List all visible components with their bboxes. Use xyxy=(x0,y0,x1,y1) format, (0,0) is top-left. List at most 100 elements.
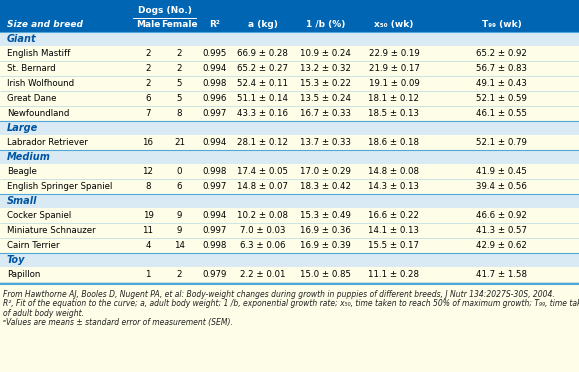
Text: 2: 2 xyxy=(177,64,182,73)
Text: English Mastiff: English Mastiff xyxy=(7,49,70,58)
Text: 49.1 ± 0.43: 49.1 ± 0.43 xyxy=(476,79,527,88)
Text: English Springer Spaniel: English Springer Spaniel xyxy=(7,182,112,191)
Text: 16.6 ± 0.22: 16.6 ± 0.22 xyxy=(368,211,420,220)
Text: R²: R² xyxy=(210,20,221,29)
Bar xyxy=(0,253,579,267)
Text: Beagle: Beagle xyxy=(7,167,37,176)
Text: Labrador Retriever: Labrador Retriever xyxy=(7,138,88,147)
Bar xyxy=(0,267,579,282)
Text: Cocker Spaniel: Cocker Spaniel xyxy=(7,211,71,220)
Text: 17.4 ± 0.05: 17.4 ± 0.05 xyxy=(237,167,288,176)
Text: 43.3 ± 0.16: 43.3 ± 0.16 xyxy=(237,109,288,118)
Text: 52.1 ± 0.59: 52.1 ± 0.59 xyxy=(476,94,527,103)
Text: 11: 11 xyxy=(142,226,153,235)
Text: 17.0 ± 0.29: 17.0 ± 0.29 xyxy=(300,167,351,176)
Text: 18.1 ± 0.12: 18.1 ± 0.12 xyxy=(368,94,420,103)
Bar xyxy=(0,179,579,194)
Text: 19: 19 xyxy=(142,211,153,220)
Text: 14.8 ± 0.07: 14.8 ± 0.07 xyxy=(237,182,288,191)
Text: 5: 5 xyxy=(177,94,182,103)
Text: a (kg): a (kg) xyxy=(248,20,277,29)
Text: Male: Male xyxy=(136,20,160,29)
Text: x₅₀ (wk): x₅₀ (wk) xyxy=(374,20,413,29)
Bar xyxy=(0,238,579,253)
Bar xyxy=(0,194,579,208)
Text: 1 /b (%): 1 /b (%) xyxy=(306,20,345,29)
Text: St. Bernard: St. Bernard xyxy=(7,64,56,73)
Text: 9: 9 xyxy=(177,211,182,220)
Bar xyxy=(0,61,579,76)
Text: 8: 8 xyxy=(145,182,151,191)
Text: Size and breed: Size and breed xyxy=(7,20,83,29)
Text: 0: 0 xyxy=(177,167,182,176)
Text: of adult body weight.: of adult body weight. xyxy=(3,309,84,318)
Text: 8: 8 xyxy=(177,109,182,118)
Bar xyxy=(0,32,579,46)
Text: 7.0 ± 0.03: 7.0 ± 0.03 xyxy=(240,226,285,235)
Text: T₉₉ (wk): T₉₉ (wk) xyxy=(482,20,521,29)
Bar xyxy=(0,150,579,164)
Text: Toy: Toy xyxy=(7,255,25,265)
Text: ᵃValues are means ± standard error of measurement (SEM).: ᵃValues are means ± standard error of me… xyxy=(3,318,233,327)
Text: Great Dane: Great Dane xyxy=(7,94,57,103)
Text: 0.996: 0.996 xyxy=(203,94,227,103)
Text: 46.6 ± 0.92: 46.6 ± 0.92 xyxy=(476,211,527,220)
Text: From Hawthorne AJ, Booles D, Nugent PA, et al: Body-weight changes during growth: From Hawthorne AJ, Booles D, Nugent PA, … xyxy=(3,290,555,299)
Text: 52.4 ± 0.11: 52.4 ± 0.11 xyxy=(237,79,288,88)
Bar xyxy=(0,135,579,150)
Text: 0.997: 0.997 xyxy=(203,109,227,118)
Text: 16.9 ± 0.36: 16.9 ± 0.36 xyxy=(300,226,351,235)
Text: 56.7 ± 0.83: 56.7 ± 0.83 xyxy=(476,64,527,73)
Bar xyxy=(0,0,579,32)
Text: Small: Small xyxy=(7,196,38,206)
Text: 41.9 ± 0.45: 41.9 ± 0.45 xyxy=(476,167,527,176)
Text: 15.0 ± 0.85: 15.0 ± 0.85 xyxy=(300,270,351,279)
Text: 2: 2 xyxy=(145,64,151,73)
Text: 65.2 ± 0.92: 65.2 ± 0.92 xyxy=(476,49,527,58)
Text: 0.998: 0.998 xyxy=(203,79,227,88)
Text: 0.994: 0.994 xyxy=(203,211,227,220)
Text: Female: Female xyxy=(161,20,198,29)
Text: 0.994: 0.994 xyxy=(203,64,227,73)
Text: 0.997: 0.997 xyxy=(203,226,227,235)
Bar xyxy=(0,121,579,135)
Text: 28.1 ± 0.12: 28.1 ± 0.12 xyxy=(237,138,288,147)
Text: Dogs (No.): Dogs (No.) xyxy=(138,6,192,15)
Text: 0.995: 0.995 xyxy=(203,49,227,58)
Text: 15.3 ± 0.49: 15.3 ± 0.49 xyxy=(300,211,351,220)
Text: 39.4 ± 0.56: 39.4 ± 0.56 xyxy=(476,182,527,191)
Text: 46.1 ± 0.55: 46.1 ± 0.55 xyxy=(476,109,527,118)
Text: Giant: Giant xyxy=(7,34,36,44)
Text: 18.3 ± 0.42: 18.3 ± 0.42 xyxy=(300,182,351,191)
Text: 2: 2 xyxy=(145,49,151,58)
Bar xyxy=(0,223,579,238)
Text: 10.9 ± 0.24: 10.9 ± 0.24 xyxy=(300,49,351,58)
Text: 6: 6 xyxy=(145,94,151,103)
Text: 0.979: 0.979 xyxy=(203,270,227,279)
Text: 15.3 ± 0.22: 15.3 ± 0.22 xyxy=(300,79,351,88)
Text: 10.2 ± 0.08: 10.2 ± 0.08 xyxy=(237,211,288,220)
Text: Medium: Medium xyxy=(7,152,51,162)
Text: 22.9 ± 0.19: 22.9 ± 0.19 xyxy=(369,49,419,58)
Text: 51.1 ± 0.14: 51.1 ± 0.14 xyxy=(237,94,288,103)
Text: 21.9 ± 0.17: 21.9 ± 0.17 xyxy=(369,64,419,73)
Text: 14.3 ± 0.13: 14.3 ± 0.13 xyxy=(368,182,420,191)
Text: 2.2 ± 0.01: 2.2 ± 0.01 xyxy=(240,270,285,279)
Text: 0.997: 0.997 xyxy=(203,182,227,191)
Text: 14.1 ± 0.13: 14.1 ± 0.13 xyxy=(368,226,420,235)
Bar xyxy=(0,164,579,179)
Text: 5: 5 xyxy=(177,79,182,88)
Text: R², Fit of the equation to the curve; a, adult body weight; 1 /b, exponential gr: R², Fit of the equation to the curve; a,… xyxy=(3,299,579,308)
Text: 2: 2 xyxy=(145,79,151,88)
Text: 0.994: 0.994 xyxy=(203,138,227,147)
Text: 42.9 ± 0.62: 42.9 ± 0.62 xyxy=(476,241,527,250)
Bar xyxy=(0,208,579,223)
Text: 0.998: 0.998 xyxy=(203,241,227,250)
Text: 2: 2 xyxy=(177,270,182,279)
Text: 41.7 ± 1.58: 41.7 ± 1.58 xyxy=(476,270,527,279)
Text: 16: 16 xyxy=(142,138,153,147)
Text: 2: 2 xyxy=(177,49,182,58)
Text: 16.9 ± 0.39: 16.9 ± 0.39 xyxy=(300,241,351,250)
Text: Large: Large xyxy=(7,123,38,133)
Text: 41.3 ± 0.57: 41.3 ± 0.57 xyxy=(476,226,527,235)
